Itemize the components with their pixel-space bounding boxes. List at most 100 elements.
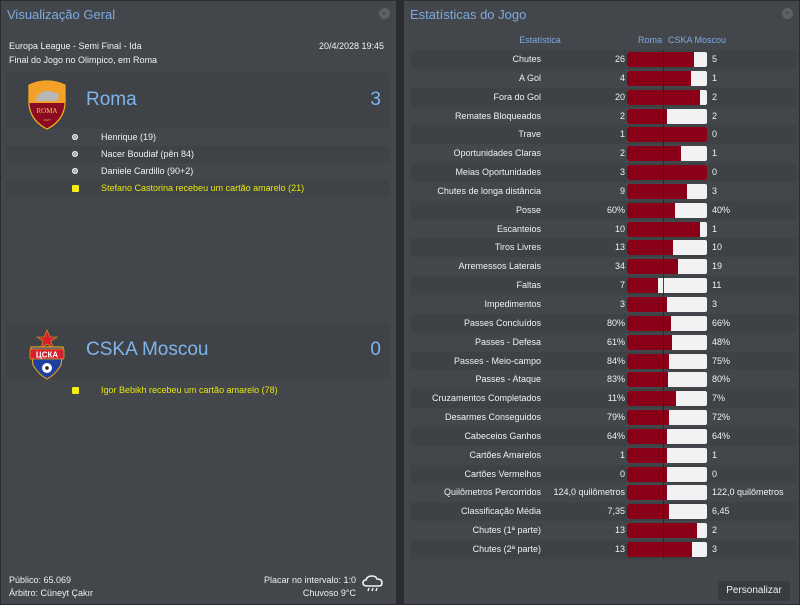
stat-home-bar-fill [627, 410, 669, 426]
stat-comparison-bar [627, 504, 707, 520]
stat-home-value: 79% [606, 412, 625, 423]
home-event-item: Henrique (19) [5, 129, 389, 146]
stat-away-value: 3 [712, 543, 718, 554]
event-text: Nacer Boudiaf (pên 84) [101, 149, 195, 159]
stat-comparison-bar [627, 410, 707, 426]
stat-away-value: 64% [712, 430, 731, 441]
stat-away-value: 1 [712, 148, 718, 159]
stat-label: Remates Bloqueados [454, 110, 541, 121]
stat-home-value: 3 [619, 167, 625, 178]
stat-home-value: 0 [619, 468, 625, 479]
stat-comparison-bar [627, 353, 707, 369]
stat-home-bar-fill [627, 146, 681, 162]
away-team-name[interactable]: CSKA Moscou [86, 339, 209, 360]
stat-away-value: 48% [712, 336, 731, 347]
svg-text:ЦСКА: ЦСКА [36, 351, 59, 360]
stat-home-bar-fill [627, 70, 691, 86]
customize-button[interactable]: Personalizar [718, 581, 790, 601]
stat-home-value: 1 [619, 449, 625, 460]
stat-home-bar-fill [627, 523, 697, 539]
stat-away-value: 72% [712, 412, 731, 423]
event-text: Igor Bebikh recebeu um cartão amarelo (7… [101, 385, 278, 395]
stat-row: Faltas 7 11 [411, 276, 796, 295]
competition-label: Europa League - Semi Final - Ida [9, 41, 142, 51]
stat-home-bar-fill [627, 466, 667, 482]
stat-row: Chutes 26 5 [411, 50, 796, 69]
stat-comparison-bar [627, 523, 707, 539]
stat-home-bar-fill [627, 428, 667, 444]
stat-away-value: 6,45 [712, 506, 730, 517]
stat-home-value: 7,35 [607, 506, 625, 517]
overview-panel: Visualização Geral Europa League - Semi … [0, 0, 397, 605]
collapse-chevron-icon[interactable] [782, 8, 793, 19]
cska-crest-icon: ЦСКА [29, 329, 65, 380]
stat-home-bar-fill [627, 372, 668, 388]
home-team-name[interactable]: Roma [86, 89, 137, 110]
event-text: Stefano Castorina recebeu um cartão amar… [101, 183, 305, 193]
rain-cloud-icon [362, 575, 383, 592]
stat-comparison-bar [627, 428, 707, 444]
stat-row: Posse 60% 40% [411, 200, 796, 220]
bar-midline [663, 50, 664, 559]
stat-row: Chutes (1ª parte) 13 2 [411, 521, 796, 540]
stat-home-value: 13 [614, 543, 625, 554]
match-info-right: Placar no intervalo: 1:0 Chuvoso 9°C [264, 574, 356, 600]
stat-comparison-bar [627, 278, 707, 294]
stat-away-value: 2 [712, 525, 718, 536]
home-event-item: Nacer Boudiaf (pên 84) [5, 146, 389, 163]
weather-label: Chuvoso 9°C [302, 588, 356, 598]
stat-home-value: 124,0 quilômetros [553, 487, 625, 498]
stat-home-value: 3 [619, 298, 625, 309]
stat-label: A Gol [518, 72, 541, 83]
stat-away-value: 7% [712, 393, 726, 404]
stat-comparison-bar [627, 334, 707, 350]
stat-row: Cabeceios Ganhos 64% 64% [411, 426, 796, 446]
stat-home-bar-fill [627, 353, 670, 369]
stat-column-header: Estatística [519, 35, 561, 45]
stat-row: Passes Concluídos 80% 66% [411, 313, 796, 333]
stat-away-value: 1 [712, 72, 718, 83]
stat-label: Meias Oportunidades [455, 167, 541, 178]
stat-home-value: 13 [614, 242, 625, 253]
stat-row: Cartões Amarelos 1 1 [411, 446, 796, 465]
stat-away-value: 40% [712, 204, 731, 215]
stat-home-value: 84% [606, 355, 625, 366]
stat-home-bar-fill [627, 296, 667, 312]
stat-comparison-bar [627, 202, 707, 218]
stat-label: Passes - Meio-campo [453, 355, 541, 366]
stat-row: Oportunidades Claras 2 1 [411, 144, 796, 163]
stats-title: Estatísticas do Jogo [410, 7, 527, 22]
home-event-item: Stefano Castorina recebeu um cartão amar… [5, 180, 389, 197]
stat-home-value: 2 [619, 148, 625, 159]
stat-comparison-bar [627, 240, 707, 256]
stat-away-value: 19 [712, 261, 723, 272]
stat-home-bar-fill [627, 485, 667, 501]
home-column-header: Roma [638, 35, 663, 45]
stat-label: Desarmes Conseguidos [444, 412, 541, 423]
stat-label: Cabeceios Ganhos [464, 430, 541, 441]
stat-home-bar-fill [627, 52, 695, 67]
collapse-chevron-icon[interactable] [379, 8, 390, 19]
stat-label: Cartões Vermelhos [464, 468, 541, 479]
home-event-item: Daniele Cardillo (90+2) [5, 163, 389, 180]
stat-comparison-bar [627, 447, 707, 463]
yellow-card-icon [72, 387, 79, 394]
stat-label: Chutes (1ª parte) [472, 525, 541, 536]
stat-comparison-bar [627, 165, 707, 181]
referee-label: Árbitro: Cüneyt Çakır [9, 588, 94, 598]
overview-title: Visualização Geral [7, 7, 116, 22]
stat-away-value: 0 [712, 167, 718, 178]
stat-label: Quilômetros Percorridos [443, 487, 541, 498]
stat-label: Passes - Defesa [474, 336, 541, 347]
stat-home-bar-fill [627, 240, 673, 256]
stat-home-bar-fill [627, 108, 667, 124]
stat-row: Passes - Ataque 83% 80% [411, 370, 796, 389]
stat-comparison-bar [627, 52, 707, 67]
stat-label: Faltas [516, 280, 541, 291]
stat-home-value: 9 [619, 185, 625, 196]
stat-home-bar-fill [627, 202, 675, 218]
stat-row: Chutes (2ª parte) 13 3 [411, 539, 796, 559]
stat-home-bar-fill [627, 391, 676, 407]
stat-away-value: 66% [712, 317, 731, 328]
attendance-label: Público: 65.069 [9, 575, 72, 585]
